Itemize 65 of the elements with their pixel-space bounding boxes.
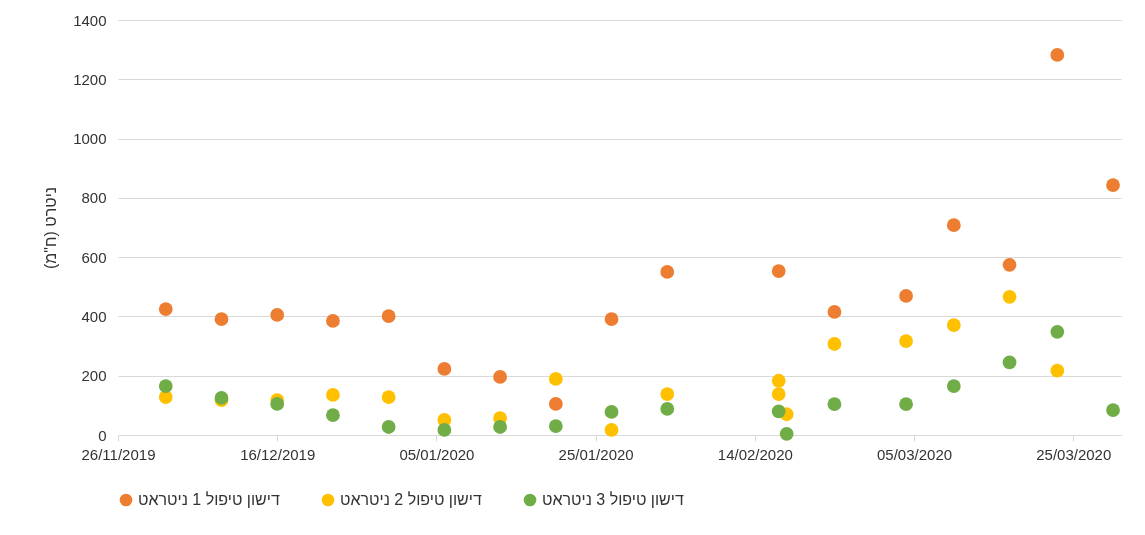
point — [771, 387, 786, 401]
point — [437, 362, 452, 376]
point — [946, 218, 961, 233]
point — [660, 402, 675, 416]
point — [270, 397, 285, 411]
point — [548, 372, 563, 386]
point — [381, 390, 396, 404]
point — [381, 420, 396, 434]
point — [604, 405, 619, 419]
point — [270, 308, 285, 322]
point — [1050, 324, 1065, 339]
point — [779, 426, 794, 441]
point — [660, 265, 675, 279]
x-tick-label: 05/03/2020 — [876, 445, 953, 463]
point — [899, 289, 913, 303]
point — [827, 337, 842, 351]
x-tick-label: 25/01/2020 — [558, 445, 634, 463]
point — [548, 419, 563, 433]
point — [660, 387, 675, 401]
point — [1106, 178, 1120, 192]
point — [1050, 48, 1065, 62]
point — [1002, 355, 1017, 370]
x-tick-label: 16/12/2019 — [240, 445, 316, 463]
point — [827, 397, 842, 412]
y-tick-label: 1000 — [73, 130, 107, 148]
point — [326, 314, 340, 328]
x-tick-label: 14/02/2020 — [717, 445, 793, 463]
point — [548, 397, 563, 411]
y-tick-label: 400 — [81, 307, 107, 325]
y-tick-label: 200 — [81, 367, 107, 385]
point — [1106, 403, 1120, 417]
point — [604, 423, 619, 437]
legend-label: דישון טיפול 1 ניטראט — [138, 491, 280, 508]
point — [771, 264, 786, 278]
point — [493, 420, 507, 434]
point — [771, 404, 786, 419]
point — [214, 312, 229, 326]
point — [1002, 257, 1017, 272]
x-tick-label: 25/03/2020 — [1036, 445, 1112, 463]
point — [604, 312, 619, 326]
y-tick-label: 0 — [98, 426, 107, 444]
point — [946, 379, 961, 393]
point — [381, 309, 396, 324]
y-axis-title: ניטרט (ח"מ) — [42, 186, 60, 270]
point — [437, 423, 452, 437]
y-tick-label: 600 — [81, 248, 107, 266]
y-tick-label: 1400 — [73, 11, 107, 29]
point — [326, 388, 340, 402]
legend-label: דישון טיפול 2 ניטראט — [340, 491, 482, 508]
point — [827, 305, 842, 319]
point — [771, 373, 786, 388]
point — [326, 408, 340, 423]
y-tick-label: 1200 — [73, 70, 107, 88]
y-tick-label: 800 — [81, 189, 107, 207]
point — [1050, 363, 1065, 378]
point — [158, 302, 173, 316]
x-tick-label: 05/01/2020 — [399, 445, 475, 463]
x-tick-label: 26/11/2019 — [81, 445, 156, 463]
point — [493, 370, 507, 384]
point — [899, 397, 913, 412]
point — [158, 379, 173, 393]
point — [899, 334, 913, 348]
legend-label: דישון טיפול 3 ניטראט — [542, 491, 684, 508]
point — [946, 318, 961, 332]
point — [1002, 289, 1017, 304]
